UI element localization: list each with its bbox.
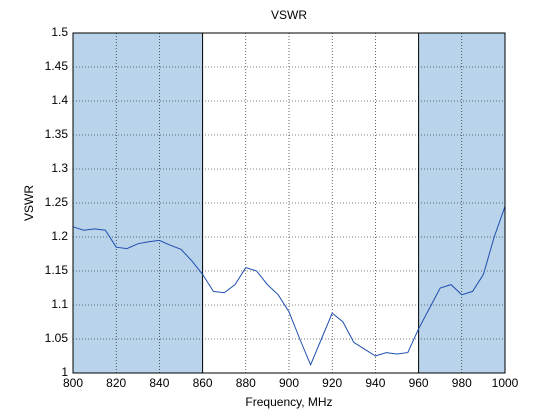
y-tick-label: 1.35 — [45, 127, 69, 141]
x-tick-label: 880 — [236, 376, 256, 390]
y-tick-label: 1.25 — [45, 195, 69, 209]
x-tick-label: 840 — [149, 376, 169, 390]
y-tick-label: 1.15 — [45, 263, 69, 277]
y-tick-label: 1 — [61, 365, 68, 379]
y-tick-label: 1.4 — [51, 93, 68, 107]
x-tick-label: 960 — [409, 376, 429, 390]
x-tick-label: 1000 — [492, 376, 519, 390]
x-tick-label: 820 — [106, 376, 126, 390]
x-tick-label: 860 — [193, 376, 213, 390]
chart-title: VSWR — [271, 8, 307, 22]
y-tick-label: 1.45 — [45, 59, 69, 73]
axes-frame — [72, 32, 506, 374]
shaded-region — [73, 33, 203, 373]
x-tick-label: 940 — [365, 376, 385, 390]
y-tick-label: 1.2 — [51, 229, 68, 243]
y-axis-label: VSWR — [22, 185, 36, 221]
x-tick-label: 920 — [322, 376, 342, 390]
x-tick-label: 900 — [279, 376, 299, 390]
y-tick-label: 1.05 — [45, 331, 69, 345]
y-tick-label: 1.5 — [51, 25, 68, 39]
x-tick-label: 980 — [452, 376, 472, 390]
x-axis-label: Frequency, MHz — [245, 395, 332, 409]
x-tick-label: 800 — [63, 376, 83, 390]
y-tick-label: 1.1 — [51, 297, 68, 311]
data-line — [72, 206, 506, 367]
y-tick-label: 1.3 — [51, 161, 68, 175]
